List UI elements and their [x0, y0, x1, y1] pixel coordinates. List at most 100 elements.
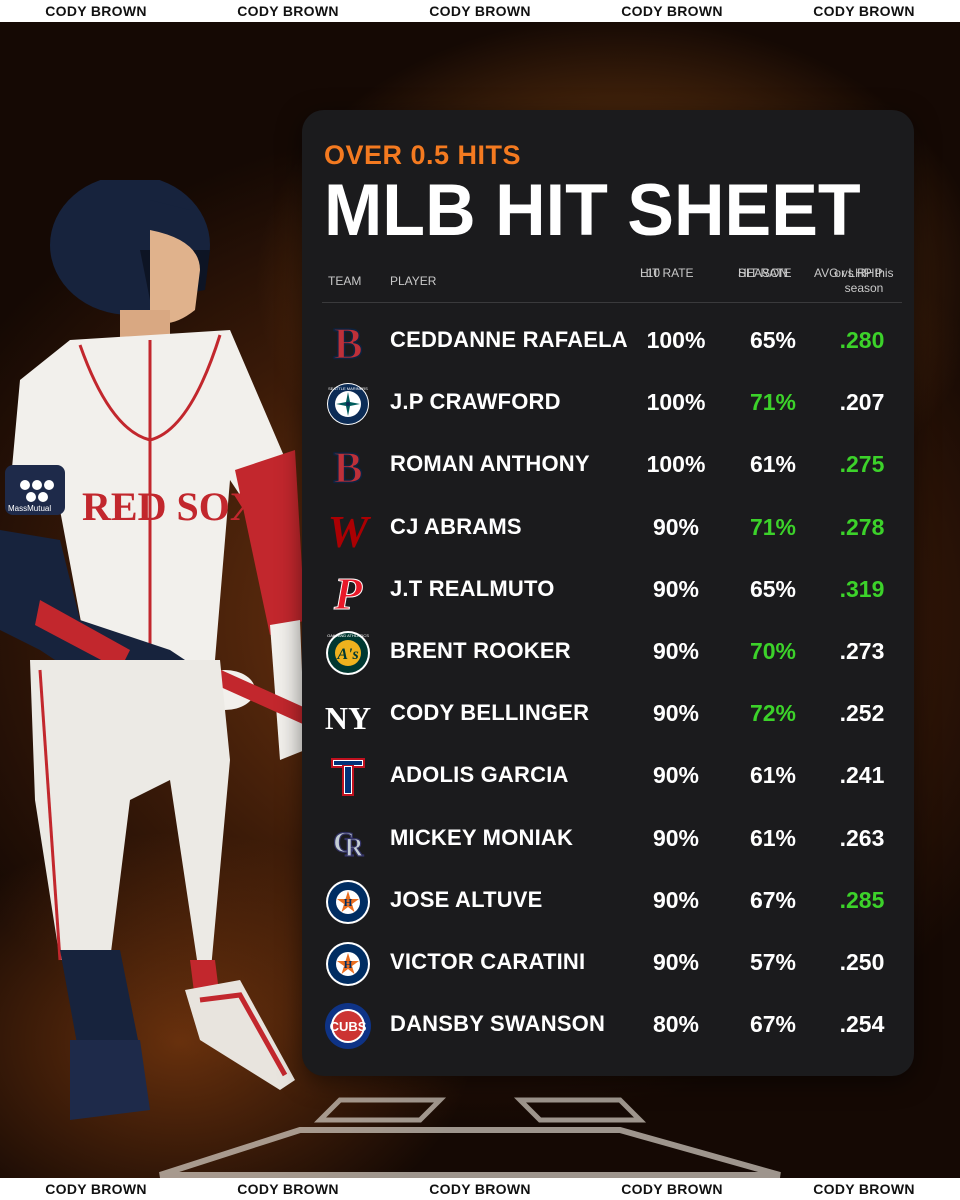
- season-hit-rate: 65%: [749, 575, 797, 602]
- jersey-text: RED SOX: [82, 484, 259, 529]
- svg-text:H: H: [344, 959, 353, 971]
- banner-text: CODY BROWN: [813, 3, 915, 19]
- avg-vs-pitcher: .273: [839, 637, 885, 664]
- mariners-logo-icon: SEATTLE MARINERS: [324, 380, 372, 428]
- yankees-logo-icon: NY: [324, 691, 372, 739]
- avg-vs-pitcher: .241: [839, 762, 885, 789]
- avg-vs-pitcher: .250: [839, 948, 885, 975]
- l10-hit-rate: 100%: [646, 327, 706, 353]
- astros-logo-icon: H: [324, 878, 372, 926]
- player-name: BRENT ROOKER: [390, 637, 571, 663]
- season-hit-rate: 65%: [749, 327, 797, 353]
- rangers-logo-icon: [324, 753, 372, 801]
- batters-box-lines: [159, 1097, 781, 1178]
- season-hit-rate: 57%: [749, 948, 797, 975]
- athletics-logo-icon: A's OAKLAND ATHLETICS: [324, 629, 372, 677]
- table-row: W CJ ABRAMS 90% 71% .278: [302, 497, 914, 559]
- avg-vs-pitcher: .207: [839, 389, 885, 416]
- red-sox-logo-icon: B: [324, 318, 372, 369]
- season-hit-rate: 71%: [749, 389, 797, 416]
- banner-text: CODY BROWN: [621, 1181, 723, 1197]
- player-name: ROMAN ANTHONY: [390, 451, 590, 477]
- season-hit-rate: 67%: [749, 886, 797, 913]
- season-hit-rate: 71%: [749, 513, 797, 540]
- table-row: H VICTOR CARATINI 90% 57% .250: [302, 932, 914, 994]
- banner-text: CODY BROWN: [429, 1181, 531, 1197]
- player-name: JOSE ALTUVE: [390, 886, 543, 912]
- avg-vs-pitcher: .285: [839, 886, 885, 913]
- banner-text: CODY BROWN: [45, 3, 147, 19]
- player-name: VICTOR CARATINI: [390, 948, 586, 974]
- player-name: CODY BELLINGER: [390, 700, 590, 726]
- season-hit-rate: 61%: [749, 451, 797, 478]
- svg-text:NY: NY: [325, 700, 371, 736]
- svg-text:C: C: [333, 826, 355, 859]
- table-row: ADOLIS GARCIA 90% 61% .241: [302, 745, 914, 807]
- l10-hit-rate: 90%: [652, 886, 700, 913]
- avg-vs-pitcher: .278: [839, 513, 885, 540]
- season-hit-rate: 61%: [749, 762, 797, 789]
- season-hit-rate: 70%: [749, 637, 797, 664]
- avg-vs-pitcher: .254: [839, 1011, 885, 1038]
- l10-hit-rate: 90%: [652, 513, 700, 540]
- banner-text: CODY BROWN: [621, 3, 723, 19]
- avg-vs-pitcher: .263: [839, 824, 885, 851]
- season-hit-rate: 72%: [749, 700, 797, 727]
- header-l10-line2: HIT RATE: [640, 266, 694, 280]
- player-name: ADOLIS GARCIA: [390, 762, 569, 788]
- l10-hit-rate: 90%: [652, 762, 700, 789]
- avg-vs-pitcher: .275: [839, 451, 885, 478]
- player-name: MICKEY MONIAK: [390, 824, 574, 850]
- l10-hit-rate: 100%: [646, 389, 706, 416]
- l10-hit-rate: 80%: [652, 1011, 700, 1038]
- header-avg-line1: AVG vs RHP: [814, 266, 883, 280]
- table-row: H JOSE ALTUVE 90% 67% .285: [302, 870, 914, 932]
- card-kicker: OVER 0.5 HITS: [324, 140, 522, 170]
- l10-hit-rate: 100%: [646, 451, 706, 478]
- banner-text: CODY BROWN: [429, 3, 531, 19]
- banner-text: CODY BROWN: [45, 1181, 147, 1197]
- player-table: B CEDDANNE RAFAELA 100% 65% .280 SEATTLE MARI…: [302, 310, 914, 1056]
- nationals-logo-icon: W: [324, 505, 372, 557]
- svg-text:P: P: [333, 568, 363, 615]
- table-row: NY CODY BELLINGER 90% 72% .252: [302, 683, 914, 745]
- avg-vs-pitcher: .252: [839, 700, 885, 727]
- l10-hit-rate: 90%: [652, 637, 700, 664]
- header-avg-line2: or LHP this season: [834, 266, 894, 295]
- bottom-banner: CODY BROWN CODY BROWN CODY BROWN CODY BR…: [0, 1178, 960, 1200]
- avg-vs-pitcher: .280: [839, 327, 885, 353]
- banner-text: CODY BROWN: [237, 3, 339, 19]
- svg-text:W: W: [328, 506, 372, 553]
- player-name: J.P CRAWFORD: [390, 389, 561, 415]
- top-banner: CODY BROWN CODY BROWN CODY BROWN CODY BR…: [0, 0, 960, 22]
- player-photo: RED SOX MassMutual: [0, 180, 310, 1120]
- player-name: CEDDANNE RAFAELA: [390, 327, 628, 352]
- svg-text:OAKLAND ATHLETICS: OAKLAND ATHLETICS: [327, 633, 369, 638]
- player-name: DANSBY SWANSON: [390, 1011, 606, 1037]
- header-divider: [322, 302, 902, 303]
- header-season-line2: HIT RATE: [738, 266, 792, 280]
- table-row: B ROMAN ANTHONY 100% 61% .275: [302, 434, 914, 496]
- svg-text:SEATTLE MARINERS: SEATTLE MARINERS: [328, 386, 368, 391]
- red-sox-logo-icon: B: [324, 442, 372, 494]
- header-player: PLAYER: [390, 274, 437, 288]
- player-name: CJ ABRAMS: [390, 513, 522, 539]
- season-hit-rate: 61%: [749, 824, 797, 851]
- svg-text:R: R: [345, 833, 364, 862]
- svg-text:A's: A's: [336, 646, 358, 663]
- header-season-line1: SEASON: [738, 266, 789, 280]
- l10-hit-rate: 90%: [652, 948, 700, 975]
- patch-text: MassMutual: [8, 504, 51, 513]
- table-row: SEATTLE MARINERS J.P CRAWFORD 100% 71% .207: [302, 372, 914, 434]
- avg-vs-pitcher: .319: [839, 575, 885, 602]
- cubs-logo-icon: CUBS: [324, 1002, 372, 1050]
- l10-hit-rate: 90%: [652, 824, 700, 851]
- table-row: P J.T REALMUTO 90% 65% .319: [302, 559, 914, 621]
- phillies-logo-icon: P: [324, 567, 372, 619]
- header-l10-line1: L10: [640, 266, 661, 280]
- svg-text:H: H: [344, 897, 353, 909]
- card-title: MLB HIT SHEET: [324, 169, 861, 251]
- svg-text:B: B: [333, 443, 362, 490]
- l10-hit-rate: 90%: [652, 575, 700, 602]
